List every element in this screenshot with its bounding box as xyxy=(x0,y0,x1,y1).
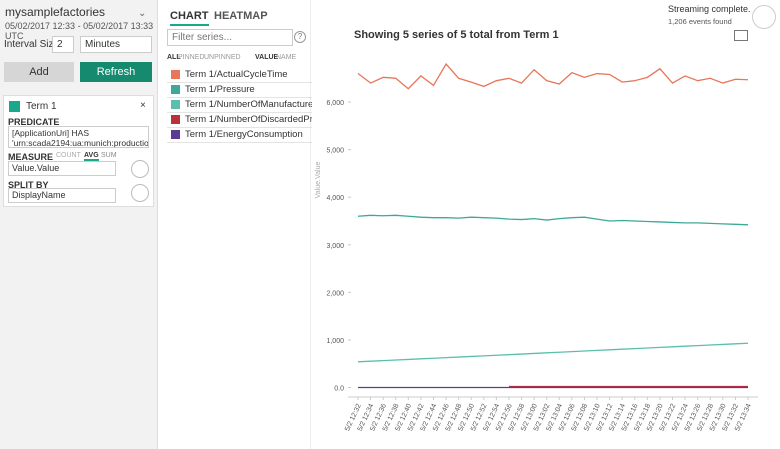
legend-label: Term 1/NumberOfManufacturedP... xyxy=(185,99,312,110)
measure-select[interactable]: Value.Value xyxy=(8,161,116,176)
refresh-button[interactable]: Refresh xyxy=(80,62,152,82)
legend-label: Term 1/EnergyConsumption xyxy=(185,129,303,140)
legend: Term 1/ActualCycleTime Term 1/Pressure Ter… xyxy=(167,68,312,148)
legend-label: Term 1/NumberOfDiscardedProd... xyxy=(185,114,312,125)
legend-item[interactable]: Term 1/NumberOfManufacturedP... xyxy=(167,98,312,113)
term-color[interactable] xyxy=(9,101,20,112)
split-label: SPLIT BY xyxy=(8,180,49,190)
status-message: Streaming complete. xyxy=(668,4,751,14)
gear-icon[interactable] xyxy=(131,160,149,178)
environment[interactable]: mysamplefactories xyxy=(5,5,106,19)
help-icon[interactable]: ? xyxy=(294,31,306,43)
legend-swatch xyxy=(171,99,180,109)
y-tick-label: 3,000 xyxy=(326,243,344,250)
split-select[interactable]: DisplayName xyxy=(8,188,116,203)
y-axis-label: Value.Value xyxy=(315,162,322,199)
y-tick-label: 6,000 xyxy=(326,100,344,107)
measure-option[interactable]: SUM xyxy=(101,152,117,159)
series-line xyxy=(357,62,749,90)
interval-input[interactable]: 2 xyxy=(52,36,74,53)
interval-label: Interval Size: xyxy=(4,39,62,50)
measure-option[interactable]: AVG xyxy=(84,152,99,161)
filter-input[interactable]: Filter series... xyxy=(167,29,293,46)
measure-label: MEASURE xyxy=(8,152,54,162)
term-name: Term 1 xyxy=(26,101,57,112)
split-icon[interactable] xyxy=(131,184,149,202)
legend-item[interactable]: Term 1/ActualCycleTime xyxy=(167,68,312,83)
add-button[interactable]: Add xyxy=(4,62,74,82)
predicate-label: PREDICATE xyxy=(8,117,60,127)
y-tick-label: 1,000 xyxy=(326,338,344,345)
y-tick-label: 0.0 xyxy=(334,385,344,392)
legend-swatch xyxy=(171,69,180,79)
tab-heatmap[interactable]: HEATMAP xyxy=(214,10,268,22)
legend-swatch xyxy=(171,114,180,124)
filter-all[interactable]: ALL xyxy=(167,54,181,61)
y-tick-label: 5,000 xyxy=(326,148,344,155)
legend-swatch xyxy=(171,84,180,94)
legend-item[interactable]: Term 1/EnergyConsumption xyxy=(167,128,312,143)
close-icon[interactable]: × xyxy=(140,100,146,111)
chart: Showing 5 series of 5 total from Term 1 … xyxy=(310,0,758,449)
chart-title: Showing 5 series of 5 total from Term 1 xyxy=(354,29,559,41)
legend-label: Term 1/Pressure xyxy=(185,84,255,95)
legend-swatch xyxy=(171,129,180,139)
layout-button[interactable] xyxy=(752,5,776,29)
y-tick-label: 2,000 xyxy=(326,290,344,297)
time-range: 05/02/2017 12:33 - 05/02/2017 13:33 UTC xyxy=(5,21,154,41)
interval-unit[interactable]: Minutes xyxy=(80,36,152,53)
legend-item[interactable]: Term 1/NumberOfDiscardedProd... xyxy=(167,113,312,128)
sort-name[interactable]: NAME xyxy=(276,54,297,61)
measure-option[interactable]: COUNT xyxy=(56,152,81,159)
term-card: Term 1 × PREDICATE [ApplicationUri] HAS … xyxy=(3,95,154,207)
predicate[interactable]: [ApplicationUri] HAS 'urn:scada2194:ua:m… xyxy=(8,126,149,148)
filter-pinned[interactable]: PINNED xyxy=(178,54,205,61)
series-line xyxy=(357,214,749,226)
sort-value[interactable]: VALUE xyxy=(255,54,279,61)
sidebar: mysamplefactories 05/02/2017 12:33 - 05/… xyxy=(0,0,158,449)
filter-unpinned[interactable]: UNPINNED xyxy=(204,54,241,61)
legend-item[interactable]: Term 1/Pressure xyxy=(167,83,312,98)
legend-label: Term 1/ActualCycleTime xyxy=(185,69,288,80)
y-tick-label: 4,000 xyxy=(326,195,344,202)
series-line xyxy=(357,342,749,363)
series-panel: CHART HEATMAP Filter series... ? ALL PIN… xyxy=(163,0,312,449)
comment-icon[interactable] xyxy=(734,30,748,41)
collapse-icon[interactable]: ⌄ xyxy=(138,8,147,19)
tab-chart[interactable]: CHART xyxy=(170,10,209,26)
events-count: 1,206 events found xyxy=(668,17,732,26)
